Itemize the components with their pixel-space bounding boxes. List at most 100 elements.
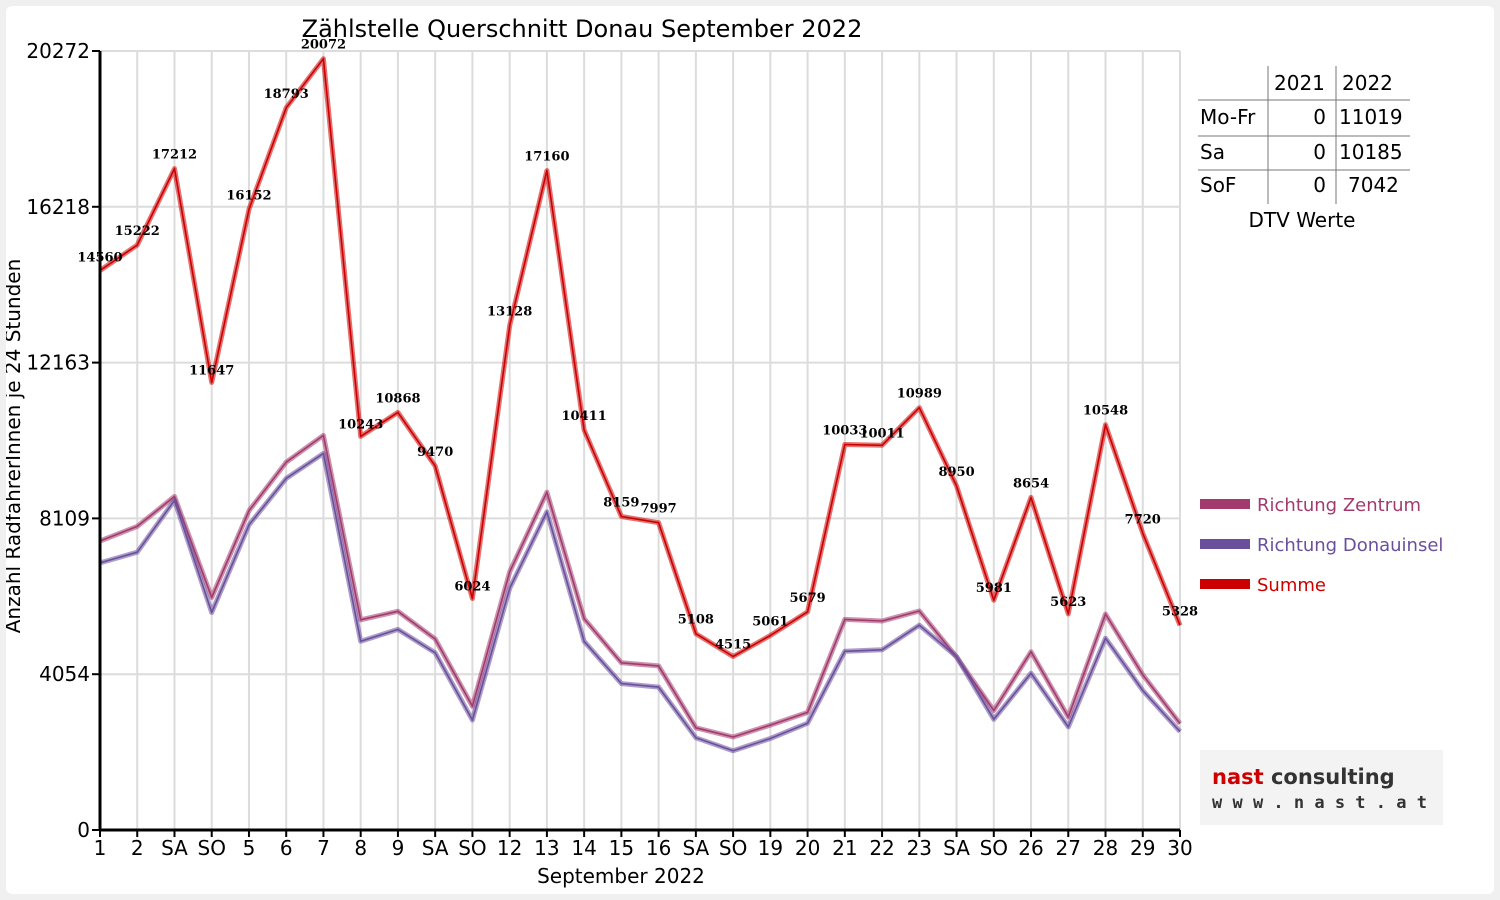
dtv-cell: 0 xyxy=(1313,140,1326,164)
x-tick-label: 29 xyxy=(1130,836,1155,860)
data-label: 11647 xyxy=(189,363,234,378)
dtv-row-label: Mo-Fr xyxy=(1200,105,1256,129)
grid xyxy=(100,50,1181,830)
dtv-cell: 7042 xyxy=(1348,173,1399,197)
data-label: 17212 xyxy=(152,148,197,163)
legend-swatch xyxy=(1200,579,1250,589)
y-tick-label: 16218 xyxy=(26,195,90,219)
data-label: 10411 xyxy=(562,409,607,424)
data-labels: 1456015222172121164716152187932007210243… xyxy=(77,38,1198,653)
x-tick-label: 20 xyxy=(795,836,820,860)
data-label: 5108 xyxy=(678,613,714,628)
series-line xyxy=(99,434,1181,738)
series-line-shadow xyxy=(99,450,1182,754)
y-tick-label: 4054 xyxy=(39,662,90,686)
x-tick-label: 26 xyxy=(1018,836,1043,860)
data-label: 9470 xyxy=(417,445,453,460)
x-tick-label: 12 xyxy=(497,836,522,860)
nast-consulting-logo: nast consulting w w w . n a s t . a t xyxy=(1200,750,1443,825)
x-tick-label: SA xyxy=(682,836,709,860)
data-label: 10868 xyxy=(375,391,420,406)
data-label: 5623 xyxy=(1050,595,1086,610)
data-label: 5679 xyxy=(789,591,825,606)
dtv-cell: 0 xyxy=(1313,173,1326,197)
x-tick-label: 21 xyxy=(832,836,857,860)
x-tick-label: 13 xyxy=(534,836,559,860)
dtv-col-2022: 2022 xyxy=(1342,71,1393,95)
x-axis: 1 2 SA SO 5 6 7 8 9 SA SO 12 13 14 15 16 SA SO 19 20 21 22 23 S… xyxy=(94,830,1193,860)
legend-label: Summe xyxy=(1257,575,1326,596)
dtv-row-label: SoF xyxy=(1200,173,1236,197)
x-tick-label: 15 xyxy=(609,836,634,860)
x-tick-label: 27 xyxy=(1056,836,1081,860)
logo-url: w w w . n a s t . a t xyxy=(1212,793,1427,813)
y-axis-title: Anzahl RadfahrerInnen je 24 Stunden xyxy=(6,259,25,634)
y-tick-label: 20272 xyxy=(26,39,90,63)
dtv-cell: 0 xyxy=(1313,105,1326,129)
x-tick-label: SO xyxy=(980,836,1008,860)
x-tick-label: SA xyxy=(161,836,188,860)
logo-nast: nast xyxy=(1212,765,1264,789)
series-richtung-zentrum xyxy=(99,432,1182,740)
logo-consulting: consulting xyxy=(1271,765,1395,789)
data-label: 8159 xyxy=(603,495,639,510)
data-label: 17160 xyxy=(524,150,569,165)
dtv-table: 2021 2022 Mo-Fr 0 11019 Sa 0 10185 SoF 0… xyxy=(1198,66,1410,232)
chart-frame: Zählstelle Querschnitt Donau September 2… xyxy=(6,6,1494,894)
data-label: 10243 xyxy=(338,417,383,432)
series-line xyxy=(99,57,1181,658)
x-tick-label: SA xyxy=(422,836,449,860)
x-tick-label: 16 xyxy=(646,836,671,860)
data-label: 13128 xyxy=(487,305,532,320)
y-tick-label: 0 xyxy=(77,818,90,842)
y-axis: 0 4054 8109 12163 16218 20272 xyxy=(26,39,100,842)
dtv-cell: 10185 xyxy=(1339,140,1403,164)
data-label: 5061 xyxy=(752,615,788,630)
x-tick-label: 8 xyxy=(354,836,367,860)
x-tick-label: SO xyxy=(458,836,486,860)
dtv-row-label: Sa xyxy=(1200,140,1225,164)
svg-text:nast consulting: nast consulting xyxy=(1212,765,1395,789)
data-label: 18793 xyxy=(264,87,309,102)
x-tick-label: 9 xyxy=(392,836,405,860)
series-lines xyxy=(98,56,1183,754)
data-label: 10989 xyxy=(897,387,942,402)
x-tick-label: 7 xyxy=(317,836,330,860)
data-label: 8950 xyxy=(938,465,974,480)
x-tick-label: 5 xyxy=(243,836,256,860)
legend-swatch xyxy=(1200,539,1250,549)
x-tick-label: SA xyxy=(943,836,970,860)
data-label: 8654 xyxy=(1013,476,1049,491)
legend-swatch xyxy=(1200,499,1250,509)
data-label: 10011 xyxy=(859,426,904,441)
x-tick-label: 30 xyxy=(1167,836,1192,860)
dtv-cell: 11019 xyxy=(1339,105,1403,129)
x-axis-title: September 2022 xyxy=(537,864,705,888)
x-tick-label: SO xyxy=(198,836,226,860)
data-label: 5328 xyxy=(1162,604,1198,619)
dtv-col-2021: 2021 xyxy=(1274,71,1325,95)
series-line-shadow xyxy=(98,56,1183,659)
data-label: 10033 xyxy=(822,423,867,438)
series-richtung-donauinsel xyxy=(99,450,1182,754)
data-label: 7997 xyxy=(641,502,677,517)
legend-label: Richtung Donauinsel xyxy=(1257,535,1443,556)
series-summe xyxy=(98,56,1183,659)
x-tick-label: 6 xyxy=(280,836,293,860)
x-tick-label: 1 xyxy=(94,836,107,860)
data-label: 10548 xyxy=(1083,404,1128,419)
x-tick-label: SO xyxy=(719,836,747,860)
x-tick-label: 23 xyxy=(907,836,932,860)
series-line xyxy=(99,452,1181,752)
x-tick-label: 19 xyxy=(758,836,783,860)
data-label: 6024 xyxy=(454,580,490,595)
x-tick-label: 2 xyxy=(131,836,144,860)
data-label: 20072 xyxy=(301,38,346,53)
x-tick-label: 14 xyxy=(571,836,596,860)
data-label: 4515 xyxy=(715,638,751,653)
x-tick-label: 28 xyxy=(1093,836,1118,860)
data-label: 15222 xyxy=(115,224,160,239)
y-tick-label: 12163 xyxy=(26,351,90,375)
x-tick-label: 22 xyxy=(869,836,894,860)
chart-title: Zählstelle Querschnitt Donau September 2… xyxy=(302,15,863,43)
